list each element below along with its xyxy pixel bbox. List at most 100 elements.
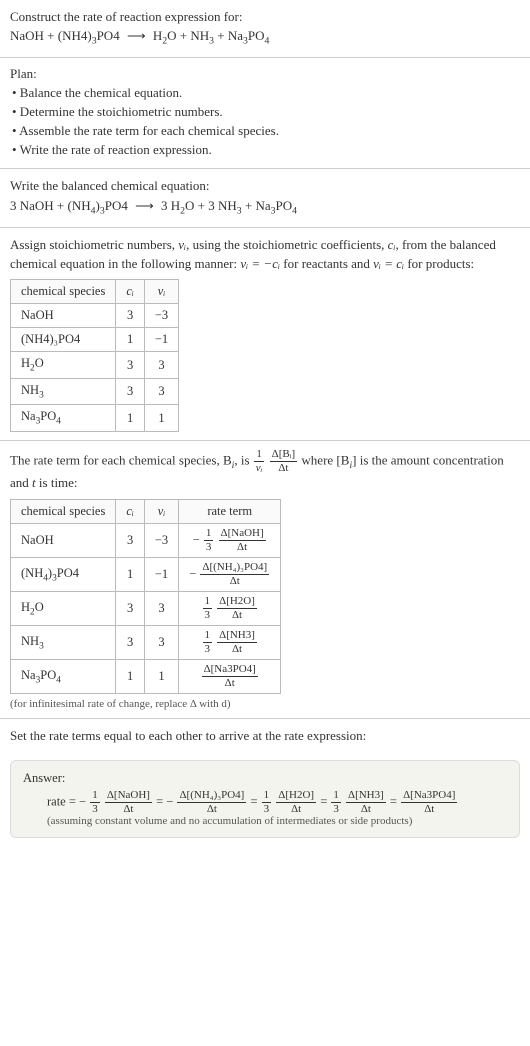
arrow-icon: ⟶ xyxy=(127,26,146,47)
plan-item: • Assemble the rate term for each chemic… xyxy=(10,122,520,141)
plan-item: • Balance the chemical equation. xyxy=(10,84,520,103)
cell-nui: 3 xyxy=(144,378,178,405)
frac-num: Δ[Bᵢ] xyxy=(270,449,298,462)
initial-equation: NaOH + (NH4)3PO4 ⟶ H2O + NH3 + Na3PO4 xyxy=(10,26,520,49)
relation: νᵢ = cᵢ xyxy=(373,256,404,271)
plan-section: Plan: • Balance the chemical equation. •… xyxy=(0,58,530,168)
cell-ci: 1 xyxy=(116,659,145,693)
plan-item: • Write the rate of reaction expression. xyxy=(10,141,520,160)
frac-den: νᵢ xyxy=(254,462,265,474)
col-nui: νᵢ xyxy=(144,280,178,304)
balanced-equation: 3 NaOH + (NH4)3PO4 ⟶ 3 H2O + 3 NH3 + Na3… xyxy=(10,196,520,219)
cell-nui: 3 xyxy=(144,625,178,659)
cell-rate-term: 13 Δ[H2O]Δt xyxy=(179,591,281,625)
arrow-icon: ⟶ xyxy=(135,196,154,217)
prompt-section: Construct the rate of reaction expressio… xyxy=(0,0,530,58)
cell-rate-term: − 13 Δ[NaOH]Δt xyxy=(179,523,281,557)
cell-rate-term: Δ[Na3PO4]Δt xyxy=(179,659,281,693)
fraction: Δ[Bᵢ]Δt xyxy=(270,449,298,474)
stoich-table-1: chemical species cᵢ νᵢ NaOH3−3 (NH4)₃PO4… xyxy=(10,279,179,432)
table2-note: (for infinitesimal rate of change, repla… xyxy=(10,698,520,710)
cell-species: H2O xyxy=(11,591,116,625)
assign-part: for products: xyxy=(404,256,474,271)
cell-ci: 3 xyxy=(116,378,145,405)
col-species: chemical species xyxy=(11,280,116,304)
table-row: NaOH3−3− 13 Δ[NaOH]Δt xyxy=(11,523,281,557)
assign-part: Assign stoichiometric numbers, xyxy=(10,237,178,252)
answer-expression: rate = − 13 Δ[NaOH]Δt = − Δ[(NH₄)₃PO4]Δt… xyxy=(47,790,507,815)
cell-rate-term: 13 Δ[NH3]Δt xyxy=(179,625,281,659)
assign-part: , using the stoichiometric coefficients, xyxy=(186,237,388,252)
cell-species: Na3PO4 xyxy=(11,405,116,432)
cell-ci: 1 xyxy=(116,557,145,591)
rate-intro-text: The rate term for each chemical species,… xyxy=(10,449,520,493)
eq-right: H2O + NH3 + Na3PO4 xyxy=(153,28,270,43)
answer-note: (assuming constant volume and no accumul… xyxy=(47,815,507,827)
assign-section: Assign stoichiometric numbers, νᵢ, using… xyxy=(0,228,530,441)
cell-species: (NH4)3PO4 xyxy=(11,557,116,591)
cell-species: Na3PO4 xyxy=(11,659,116,693)
table-row: H2O3313 Δ[H2O]Δt xyxy=(11,591,281,625)
cell-nui: 3 xyxy=(144,352,178,379)
prompt-text: Construct the rate of reaction expressio… xyxy=(10,8,520,26)
frac-num: 1 xyxy=(254,449,265,462)
cell-nui: −3 xyxy=(144,523,178,557)
cell-ci: 1 xyxy=(116,405,145,432)
cell-species: NaOH xyxy=(11,523,116,557)
cell-nui: 1 xyxy=(144,405,178,432)
cell-nui: −1 xyxy=(144,328,178,352)
rate-intro-part: where [B xyxy=(301,452,349,467)
cell-ci: 3 xyxy=(116,352,145,379)
table-row: (NH4)3PO41−1− Δ[(NH₄)₃PO4]Δt xyxy=(11,557,281,591)
cell-ci: 3 xyxy=(116,304,145,328)
plan-item: • Determine the stoichiometric numbers. xyxy=(10,103,520,122)
plan-title: Plan: xyxy=(10,66,520,82)
assign-text: Assign stoichiometric numbers, νᵢ, using… xyxy=(10,236,520,274)
cell-species: NaOH xyxy=(11,304,116,328)
table-row: NH333 xyxy=(11,378,179,405)
cell-ci: 1 xyxy=(116,328,145,352)
table-row: NH33313 Δ[NH3]Δt xyxy=(11,625,281,659)
cell-ci: 3 xyxy=(116,523,145,557)
table-row: Na3PO411Δ[Na3PO4]Δt xyxy=(11,659,281,693)
table-row: (NH4)₃PO41−1 xyxy=(11,328,179,352)
rate-term-section: The rate term for each chemical species,… xyxy=(0,441,530,719)
col-nui: νᵢ xyxy=(144,499,178,523)
balanced-title: Write the balanced chemical equation: xyxy=(10,177,520,196)
cell-ci: 3 xyxy=(116,625,145,659)
cell-species: NH3 xyxy=(11,625,116,659)
frac-den: Δt xyxy=(270,462,298,474)
cell-nui: −1 xyxy=(144,557,178,591)
balanced-right: 3 H2O + 3 NH3 + Na3PO4 xyxy=(161,198,297,213)
balanced-left: 3 NaOH + (NH4)3PO4 xyxy=(10,198,128,213)
cell-nui: 3 xyxy=(144,591,178,625)
table-row: NaOH3−3 xyxy=(11,304,179,328)
col-ci: cᵢ xyxy=(116,280,145,304)
answer-title: Answer: xyxy=(23,771,507,786)
nu-i: νᵢ xyxy=(178,237,186,252)
cell-rate-term: − Δ[(NH₄)₃PO4]Δt xyxy=(179,557,281,591)
answer-box: Answer: rate = − 13 Δ[NaOH]Δt = − Δ[(NH₄… xyxy=(10,760,520,838)
rate-intro-part: The rate term for each chemical species,… xyxy=(10,452,232,467)
assign-part: for reactants and xyxy=(280,256,373,271)
rate-intro-part: , is xyxy=(234,452,252,467)
table-row: H2O33 xyxy=(11,352,179,379)
table-row: Na3PO411 xyxy=(11,405,179,432)
col-ci: cᵢ xyxy=(116,499,145,523)
rate-intro-part: is time: xyxy=(36,475,78,490)
cell-nui: −3 xyxy=(144,304,178,328)
stoich-table-2: chemical species cᵢ νᵢ rate term NaOH3−3… xyxy=(10,499,281,694)
cell-ci: 3 xyxy=(116,591,145,625)
fraction: 1νᵢ xyxy=(254,449,265,474)
balanced-section: Write the balanced chemical equation: 3 … xyxy=(0,169,530,228)
table-header-row: chemical species cᵢ νᵢ rate term xyxy=(11,499,281,523)
eq-left: NaOH + (NH4)3PO4 xyxy=(10,28,120,43)
cell-species: (NH4)₃PO4 xyxy=(11,328,116,352)
col-species: chemical species xyxy=(11,499,116,523)
col-rate: rate term xyxy=(179,499,281,523)
cell-species: NH3 xyxy=(11,378,116,405)
cell-species: H2O xyxy=(11,352,116,379)
c-i: cᵢ xyxy=(388,237,396,252)
set-equal-section: Set the rate terms equal to each other t… xyxy=(0,719,530,754)
relation: νᵢ = −cᵢ xyxy=(240,256,280,271)
